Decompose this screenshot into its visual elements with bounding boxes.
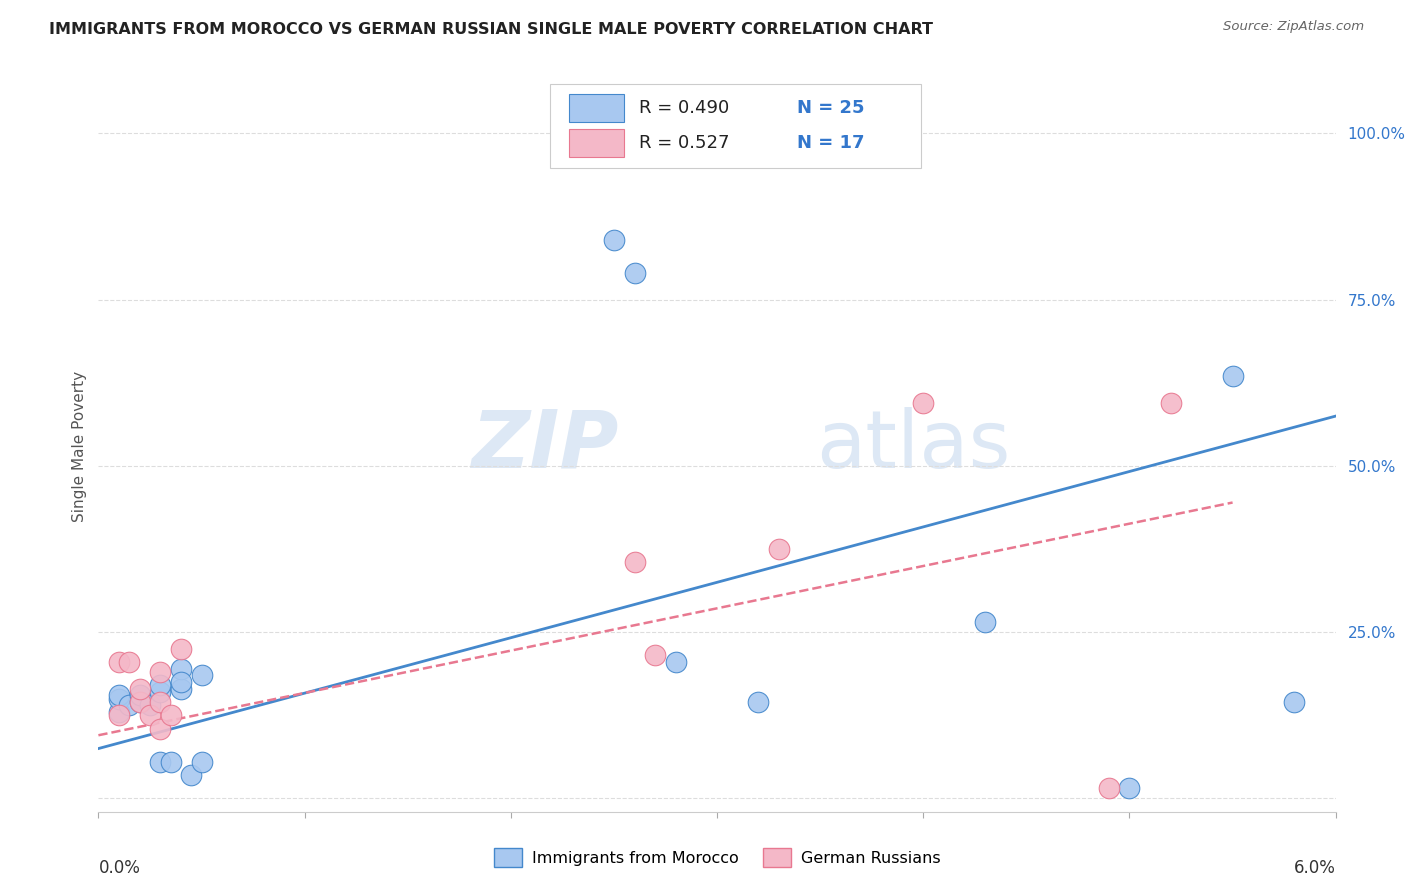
Point (170, 662, 193, 676)
Point (644, 648, 666, 663)
Point (768, 542, 790, 557)
Point (108, 705, 131, 719)
Point (1222, 369, 1244, 384)
Point (1118, 781, 1140, 796)
Point (170, 641, 193, 656)
Point (180, 768, 202, 782)
Text: IMMIGRANTS FROM MOROCCO VS GERMAN RUSSIAN SINGLE MALE POVERTY CORRELATION CHART: IMMIGRANTS FROM MOROCCO VS GERMAN RUSSIA… (49, 22, 934, 37)
Point (128, 695, 150, 709)
Point (128, 689, 150, 703)
Point (108, 655, 131, 669)
Point (159, 755, 181, 769)
FancyBboxPatch shape (550, 84, 921, 168)
Point (1284, 695, 1306, 709)
Point (139, 708, 162, 723)
Point (149, 695, 172, 709)
Point (170, 675, 193, 690)
Point (108, 689, 131, 703)
Point (159, 708, 181, 723)
Point (623, 266, 645, 280)
Point (139, 698, 162, 713)
Text: atlas: atlas (815, 407, 1011, 485)
Point (1098, 781, 1121, 796)
Point (747, 695, 769, 709)
Legend: Immigrants from Morocco, German Russians: Immigrants from Morocco, German Russians (486, 842, 948, 873)
Point (108, 708, 131, 723)
Point (128, 681, 150, 696)
Point (190, 668, 212, 682)
Text: Source: ZipAtlas.com: Source: ZipAtlas.com (1223, 20, 1364, 33)
Point (170, 681, 193, 696)
Point (118, 698, 141, 713)
Text: R = 0.527: R = 0.527 (640, 134, 730, 153)
Point (623, 555, 645, 569)
Point (974, 615, 997, 630)
Point (128, 695, 150, 709)
Bar (568, 95, 624, 122)
Text: 0.0%: 0.0% (98, 859, 141, 877)
Point (118, 655, 141, 669)
Point (149, 755, 172, 769)
Text: R = 0.490: R = 0.490 (640, 99, 730, 117)
Text: N = 25: N = 25 (797, 99, 865, 117)
Point (108, 691, 131, 706)
Text: N = 17: N = 17 (797, 134, 865, 153)
Point (603, 233, 626, 247)
Point (1160, 396, 1182, 410)
Point (149, 678, 172, 692)
Text: ZIP: ZIP (471, 407, 619, 485)
Point (665, 655, 688, 669)
Text: 6.0%: 6.0% (1294, 859, 1336, 877)
Point (912, 396, 935, 410)
Point (149, 685, 172, 699)
Bar (568, 129, 624, 157)
Point (149, 665, 172, 679)
Point (190, 755, 212, 769)
Y-axis label: Single Male Poverty: Single Male Poverty (72, 370, 87, 522)
Point (149, 722, 172, 736)
